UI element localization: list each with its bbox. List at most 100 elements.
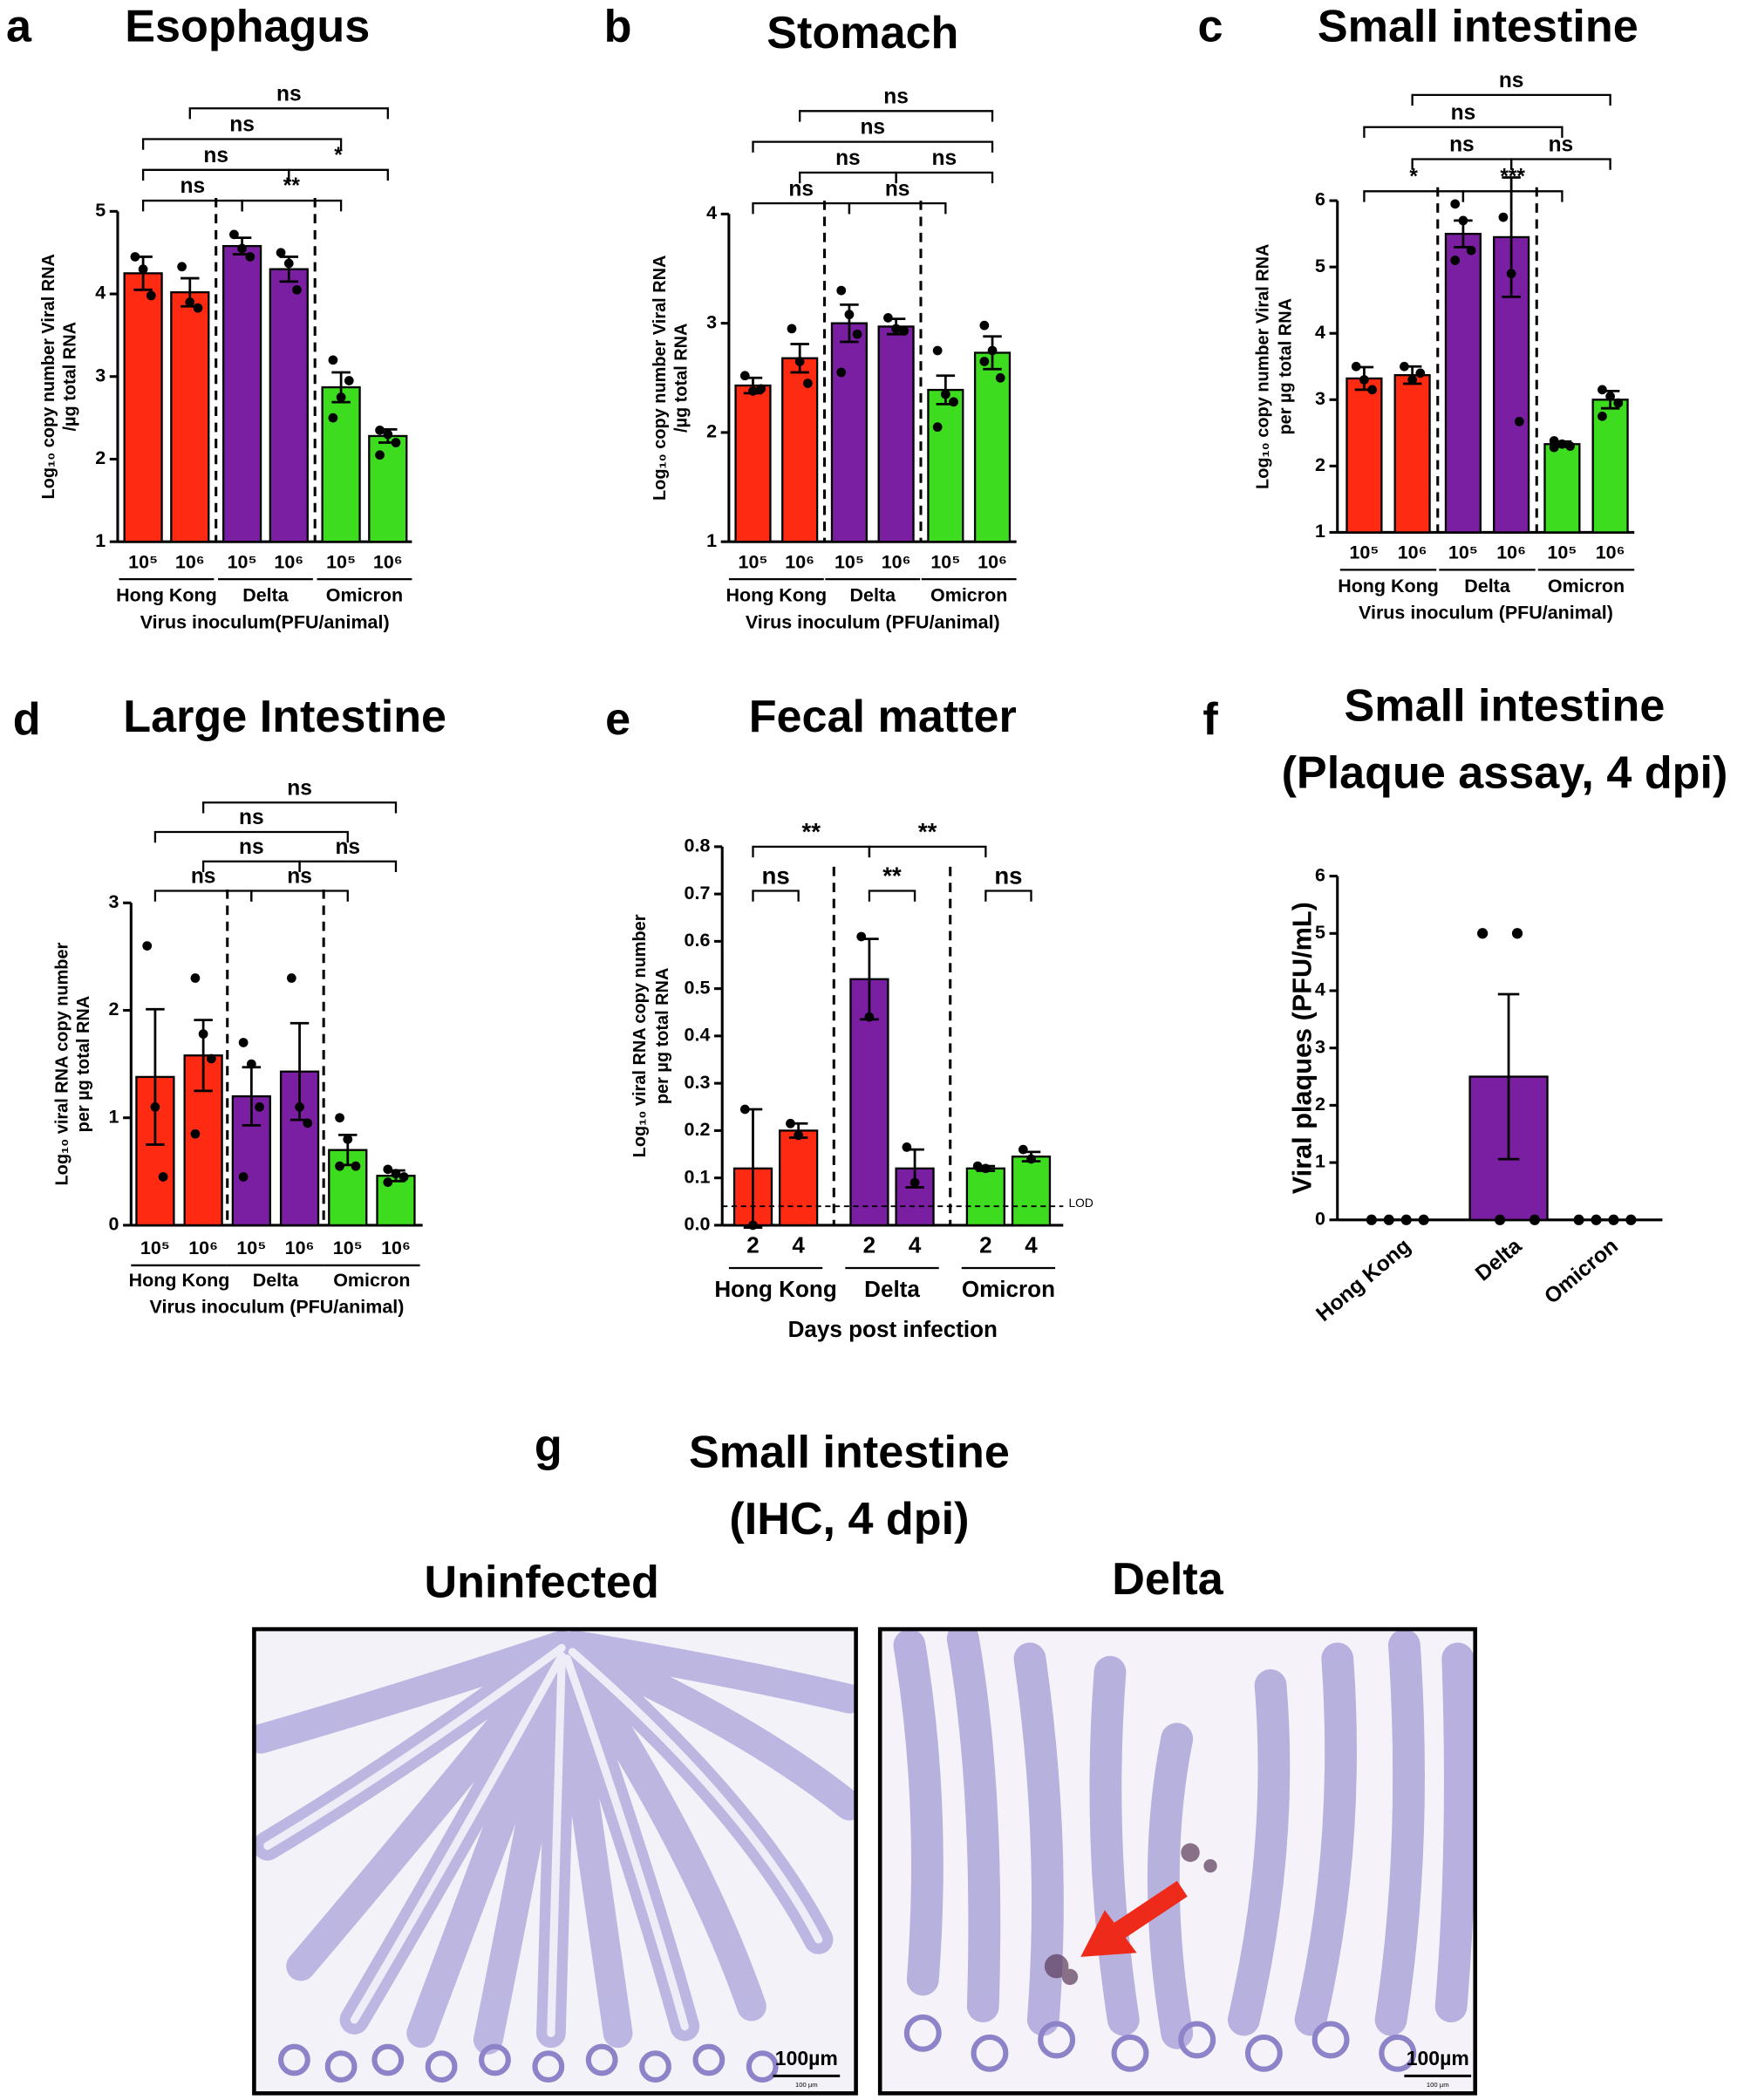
data-point [1383, 1214, 1394, 1225]
data-point [899, 326, 909, 336]
panel-title: Stomach [766, 8, 958, 58]
data-point [391, 1169, 401, 1179]
data-point [343, 1134, 353, 1144]
data-point [932, 345, 943, 356]
y-axis-label: /µg total RNA [61, 322, 80, 431]
data-point [246, 1059, 256, 1069]
data-point [383, 429, 393, 440]
data-point [303, 1118, 313, 1128]
significance-label: ns [229, 113, 255, 137]
group-label: Delta [864, 1276, 920, 1302]
data-point [1400, 1214, 1412, 1225]
data-point [1605, 392, 1615, 401]
data-point [383, 1164, 393, 1175]
group-label: Hong Kong [1338, 576, 1439, 597]
data-point [1529, 1214, 1541, 1225]
x-tick-label: 10⁶ [274, 551, 303, 572]
data-point [229, 229, 239, 240]
data-point [1458, 215, 1468, 226]
data-point [237, 243, 247, 254]
data-point [1573, 1214, 1584, 1225]
micrograph-frame [877, 1626, 1478, 2096]
significance-bracket [201, 860, 301, 873]
data-point [1415, 368, 1426, 378]
significance-label: ns [1549, 133, 1574, 157]
panel-letter: c [1198, 2, 1223, 52]
significance-bracket [298, 860, 398, 873]
scale-bar-label: 100µm [1407, 2047, 1469, 2069]
group-label: Hong Kong [116, 585, 217, 606]
panel-title: Small intestine [1318, 2, 1638, 52]
data-point [995, 372, 1005, 383]
y-tick-label: 0.0 [685, 1214, 711, 1235]
significance-bracket [188, 107, 389, 119]
y-tick-label: 2 [706, 421, 717, 442]
panel-title: Small intestine [1345, 681, 1666, 732]
data-point [1450, 199, 1461, 209]
data-point [1549, 436, 1559, 446]
data-point [748, 385, 758, 396]
data-point [1608, 1214, 1619, 1225]
panel-letter: f [1202, 694, 1218, 745]
group-label: Omicron [930, 585, 1007, 606]
data-point [245, 252, 255, 262]
y-tick-label: 1 [95, 530, 106, 551]
significance-bracket [1363, 126, 1563, 138]
data-point [1018, 1144, 1028, 1155]
data-point [940, 389, 950, 399]
significance-bracket [1461, 190, 1563, 202]
y-tick-label: 4 [1315, 322, 1325, 343]
y-axis-label: per µg total RNA [653, 968, 672, 1104]
data-point [883, 313, 893, 323]
panel-title: Large Intestine [123, 692, 446, 742]
panel-letter: b [604, 2, 632, 52]
scale-bar-label: 100µm [775, 2047, 838, 2069]
data-point [856, 931, 867, 942]
data-point [979, 320, 990, 331]
significance-bracket [799, 110, 994, 122]
group-label: Delta [253, 1270, 300, 1291]
bar [781, 357, 819, 543]
bar [1393, 373, 1431, 534]
significance-label: ns [1451, 101, 1476, 125]
group-label: Delta [1464, 576, 1511, 597]
x-tick-label: Delta [1471, 1234, 1527, 1285]
significance-label: ns [932, 147, 957, 170]
significance-label: ** [283, 174, 301, 198]
micrograph [880, 1629, 1475, 2094]
bar [734, 384, 772, 543]
lod-label: LOD [1068, 1197, 1093, 1210]
data-point [1625, 1214, 1637, 1225]
x-tick-label: Omicron [1540, 1234, 1623, 1308]
crypts [278, 2043, 779, 2083]
y-tick-label: 4 [95, 283, 106, 303]
y-tick-label: 0.2 [685, 1119, 711, 1140]
data-point [283, 258, 294, 269]
y-tick-label: 2 [95, 447, 106, 468]
y-tick-label: 0 [1315, 1208, 1325, 1229]
arrow-head [1080, 1910, 1137, 1957]
data-point [1565, 441, 1575, 451]
y-tick-label: 0.5 [685, 977, 711, 998]
data-point [972, 1161, 983, 1171]
y-axis-label: Log₁₀ viral RNA copy number [630, 914, 650, 1157]
data-point [1367, 385, 1377, 395]
bar [965, 1167, 1005, 1227]
bar [877, 325, 915, 543]
significance-bracket [895, 171, 994, 184]
x-tick-label: 10⁵ [140, 1238, 170, 1258]
x-tick-label: 10⁵ [739, 551, 768, 572]
data-point [1418, 1214, 1429, 1225]
significance-label: ** [882, 862, 902, 889]
panel-title: Small intestine [689, 1427, 1010, 1477]
data-point [932, 422, 943, 433]
group-label: Delta [242, 585, 290, 606]
data-point [335, 1113, 344, 1123]
data-point [836, 285, 847, 296]
x-tick-label: 10⁵ [333, 1238, 363, 1258]
significance-bracket [752, 201, 851, 215]
data-point [130, 252, 140, 262]
x-axis-label: Virus inoculum (PFU/animal) [746, 611, 1000, 632]
significance-label: ns [276, 82, 302, 106]
significance-label: ns [181, 174, 206, 198]
